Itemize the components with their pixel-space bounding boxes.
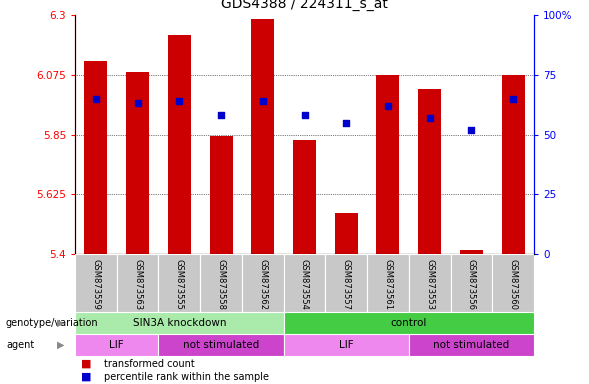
Bar [325, 254, 367, 312]
Text: GSM873558: GSM873558 [217, 259, 226, 310]
Bar [242, 254, 284, 312]
Bar [126, 72, 149, 254]
Text: ■: ■ [81, 359, 91, 369]
Bar [409, 334, 534, 356]
Text: control: control [391, 318, 427, 328]
Bar [84, 61, 107, 254]
Point [133, 100, 143, 106]
Title: GDS4388 / 224311_s_at: GDS4388 / 224311_s_at [221, 0, 388, 11]
Text: LIF: LIF [110, 340, 124, 350]
Bar [376, 75, 399, 254]
Text: percentile rank within the sample: percentile rank within the sample [104, 372, 269, 382]
Text: agent: agent [6, 340, 34, 350]
Text: GSM873559: GSM873559 [91, 259, 100, 310]
Bar [75, 254, 117, 312]
Bar [284, 334, 409, 356]
Bar [451, 254, 492, 312]
Bar [158, 334, 284, 356]
Text: LIF: LIF [339, 340, 353, 350]
Bar [418, 89, 441, 254]
Bar [492, 254, 534, 312]
Text: genotype/variation: genotype/variation [6, 318, 98, 328]
Text: GSM873554: GSM873554 [300, 259, 309, 310]
Point [216, 112, 226, 118]
Text: ▶: ▶ [57, 318, 64, 328]
Bar [75, 312, 284, 334]
Point [91, 96, 101, 102]
Point [342, 119, 351, 126]
Text: transformed count: transformed count [104, 359, 195, 369]
Bar [460, 250, 483, 254]
Text: ■: ■ [81, 372, 91, 382]
Bar [168, 35, 191, 254]
Bar [117, 254, 158, 312]
Bar [75, 334, 158, 356]
Text: not stimulated: not stimulated [434, 340, 509, 350]
Text: SIN3A knockdown: SIN3A knockdown [133, 318, 226, 328]
Point [258, 98, 267, 104]
Text: GSM873563: GSM873563 [133, 259, 142, 310]
Text: GSM873561: GSM873561 [383, 259, 392, 310]
Bar [367, 254, 409, 312]
Bar [293, 140, 316, 254]
Bar [284, 312, 534, 334]
Text: GSM873557: GSM873557 [342, 259, 350, 310]
Bar [210, 136, 233, 254]
Bar [502, 75, 525, 254]
Point [466, 127, 476, 133]
Text: ▶: ▶ [57, 340, 64, 350]
Bar [284, 254, 325, 312]
Bar [335, 213, 358, 254]
Bar [158, 254, 200, 312]
Point [300, 112, 309, 118]
Text: GSM873556: GSM873556 [467, 259, 476, 310]
Point [425, 115, 435, 121]
Text: not stimulated: not stimulated [183, 340, 259, 350]
Text: GSM873560: GSM873560 [509, 259, 518, 310]
Text: GSM873553: GSM873553 [425, 259, 434, 310]
Bar [409, 254, 451, 312]
Bar [252, 19, 274, 254]
Text: GSM873562: GSM873562 [258, 259, 267, 310]
Text: GSM873555: GSM873555 [175, 259, 184, 310]
Point [174, 98, 184, 104]
Point [508, 96, 518, 102]
Bar [200, 254, 242, 312]
Point [383, 103, 393, 109]
